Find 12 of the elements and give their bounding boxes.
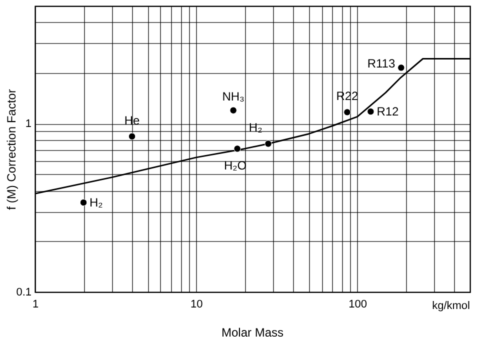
x-tick-label: 10 [190, 298, 203, 310]
y-axis-title: f (M) Correction Factor [4, 89, 18, 210]
x-tick-label: 1 [32, 298, 39, 310]
annotation: H₂ [90, 196, 104, 210]
text: kg/kmol [432, 300, 470, 312]
annotation: NH₃ [222, 89, 245, 104]
annotation: R12 [376, 104, 400, 119]
x-tick-label: 100 [348, 298, 368, 310]
y-tick-label: 0.1 [16, 286, 32, 298]
annotation: H₂ [248, 120, 263, 135]
x-axis-title: Molar Mass [221, 326, 284, 337]
annotation: R113 [367, 56, 396, 71]
